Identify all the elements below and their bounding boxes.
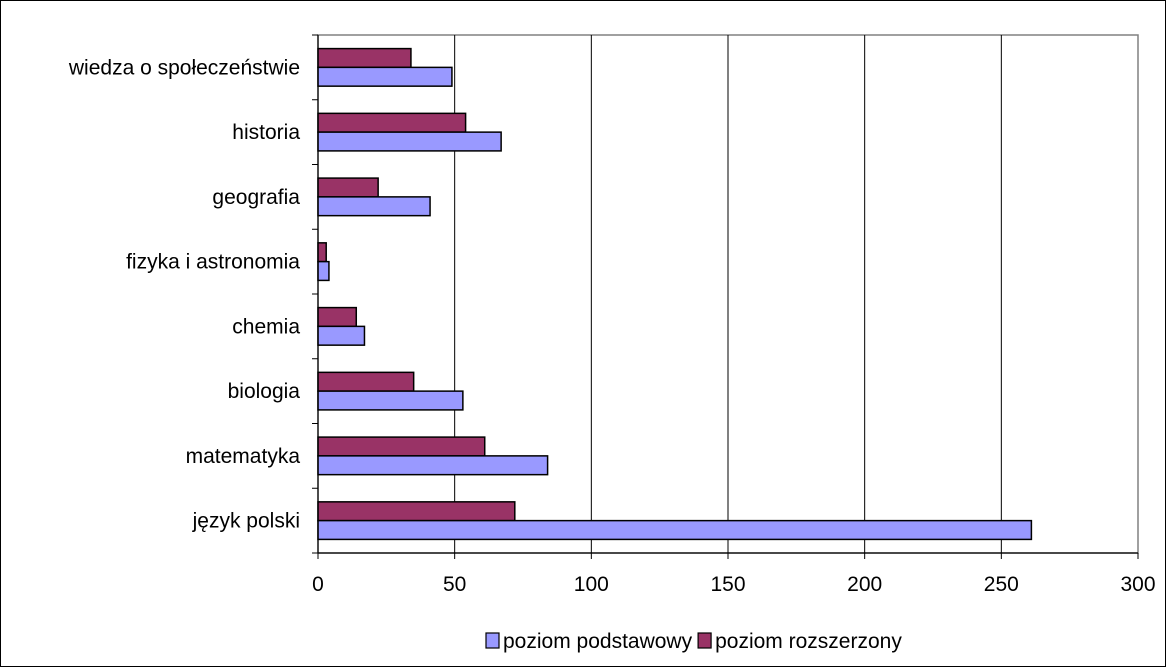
category-label: matematyka xyxy=(186,445,301,468)
x-tick-label: 100 xyxy=(574,573,609,596)
bar-poziom-rozszerzony xyxy=(317,436,486,457)
bar-poziom-podstawowy xyxy=(317,66,453,87)
bars xyxy=(317,47,1033,541)
x-tick-label: 300 xyxy=(1120,573,1155,596)
bar-poziom-podstawowy xyxy=(317,196,431,217)
bar-poziom-rozszerzony xyxy=(317,242,327,263)
x-tick-label: 250 xyxy=(984,573,1019,596)
x-tick-label: 50 xyxy=(443,573,466,596)
x-tick-label: 150 xyxy=(710,573,745,596)
bar-poziom-rozszerzony xyxy=(317,177,379,198)
axes: 0 50 100 150 200 250 300 język polski matematyka… xyxy=(68,34,1156,596)
bar-poziom-podstawowy xyxy=(317,390,464,411)
bar-poziom-rozszerzony xyxy=(317,112,467,133)
x-tick-label: 0 xyxy=(312,573,324,596)
bar-poziom-rozszerzony xyxy=(317,371,415,392)
legend: poziom podstawowy poziom rozszerzony xyxy=(485,630,902,653)
bar-poziom-podstawowy xyxy=(317,455,549,476)
bar-poziom-podstawowy xyxy=(317,325,366,346)
bar-poziom-rozszerzony xyxy=(317,501,516,522)
bar-poziom-podstawowy xyxy=(317,131,502,152)
bar-poziom-rozszerzony xyxy=(317,47,412,69)
legend-label: poziom podstawowy xyxy=(503,630,693,653)
category-label: geografia xyxy=(212,186,300,209)
category-label: język polski xyxy=(192,510,300,533)
category-label: chemia xyxy=(232,315,300,338)
legend-label: poziom rozszerzony xyxy=(715,630,902,653)
bar-poziom-podstawowy xyxy=(317,519,1033,541)
category-label: wiedza o społeczeństwie xyxy=(68,56,300,79)
bar-poziom-rozszerzony xyxy=(317,306,358,328)
legend-swatch xyxy=(697,632,712,649)
category-label: historia xyxy=(232,121,300,144)
category-label: biologia xyxy=(228,380,301,403)
category-label: fizyka i astronomia xyxy=(126,251,300,274)
x-tick-label: 200 xyxy=(847,573,882,596)
legend-swatch xyxy=(485,632,500,649)
bar-poziom-podstawowy xyxy=(317,260,330,282)
